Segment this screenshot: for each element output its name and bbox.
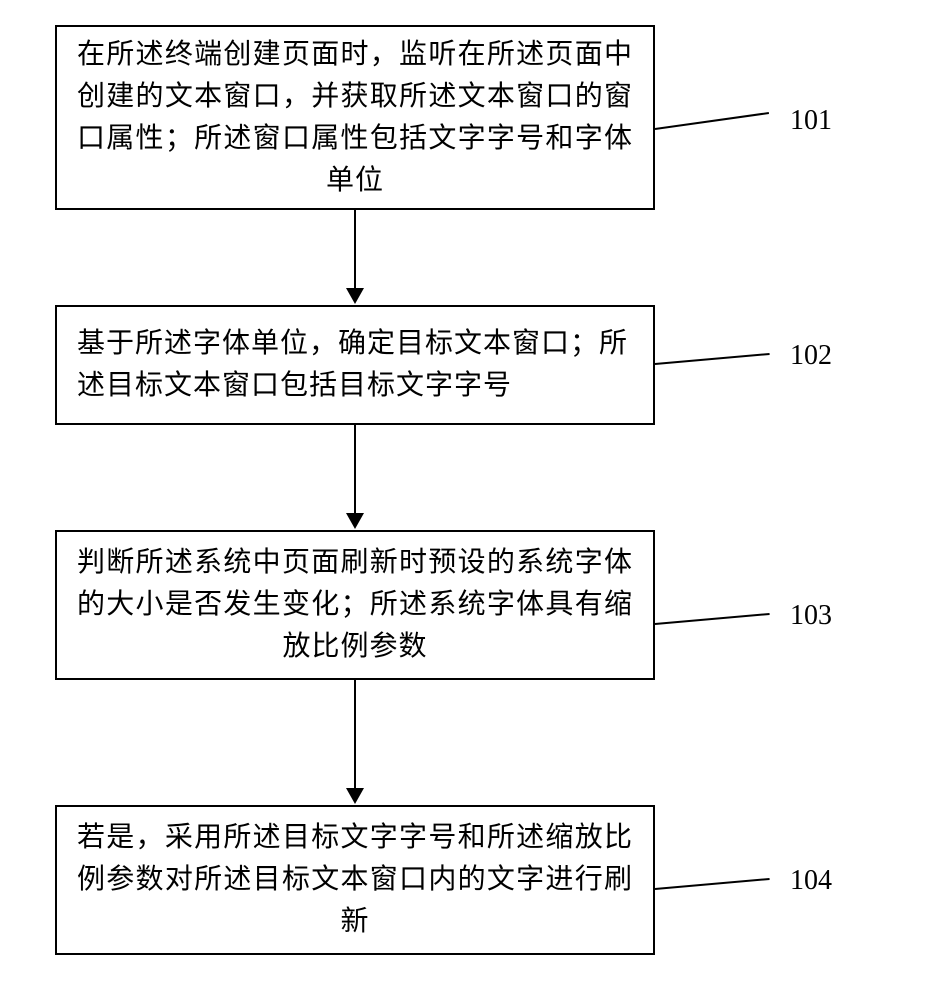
node-4-text: 若是，采用所述目标文字字号和所述缩放比例参数对所述目标文本窗口内的文字进行刷新 [77, 817, 633, 943]
flowchart-container: 在所述终端创建页面时，监听在所述页面中创建的文本窗口，并获取所述文本窗口的窗口属… [0, 0, 925, 1000]
leader-line-3 [655, 613, 770, 625]
leader-line-2 [655, 353, 770, 365]
node-2-label: 102 [790, 340, 832, 372]
leader-line-4 [655, 878, 770, 890]
flowchart-node-2: 基于所述字体单位，确定目标文本窗口；所述目标文本窗口包括目标文字字号 [55, 305, 655, 425]
node-2-text: 基于所述字体单位，确定目标文本窗口；所述目标文本窗口包括目标文字字号 [77, 323, 633, 407]
edge-3-4 [354, 680, 356, 802]
node-1-text: 在所述终端创建页面时，监听在所述页面中创建的文本窗口，并获取所述文本窗口的窗口属… [77, 34, 633, 202]
flowchart-node-4: 若是，采用所述目标文字字号和所述缩放比例参数对所述目标文本窗口内的文字进行刷新 [55, 805, 655, 955]
node-4-label: 104 [790, 865, 832, 897]
edge-2-3 [354, 425, 356, 527]
node-3-label: 103 [790, 600, 832, 632]
edge-1-2 [354, 210, 356, 302]
node-3-text: 判断所述系统中页面刷新时预设的系统字体的大小是否发生变化；所述系统字体具有缩放比… [77, 542, 633, 668]
flowchart-node-3: 判断所述系统中页面刷新时预设的系统字体的大小是否发生变化；所述系统字体具有缩放比… [55, 530, 655, 680]
flowchart-node-1: 在所述终端创建页面时，监听在所述页面中创建的文本窗口，并获取所述文本窗口的窗口属… [55, 25, 655, 210]
leader-line-1 [655, 112, 769, 130]
node-1-label: 101 [790, 105, 832, 137]
